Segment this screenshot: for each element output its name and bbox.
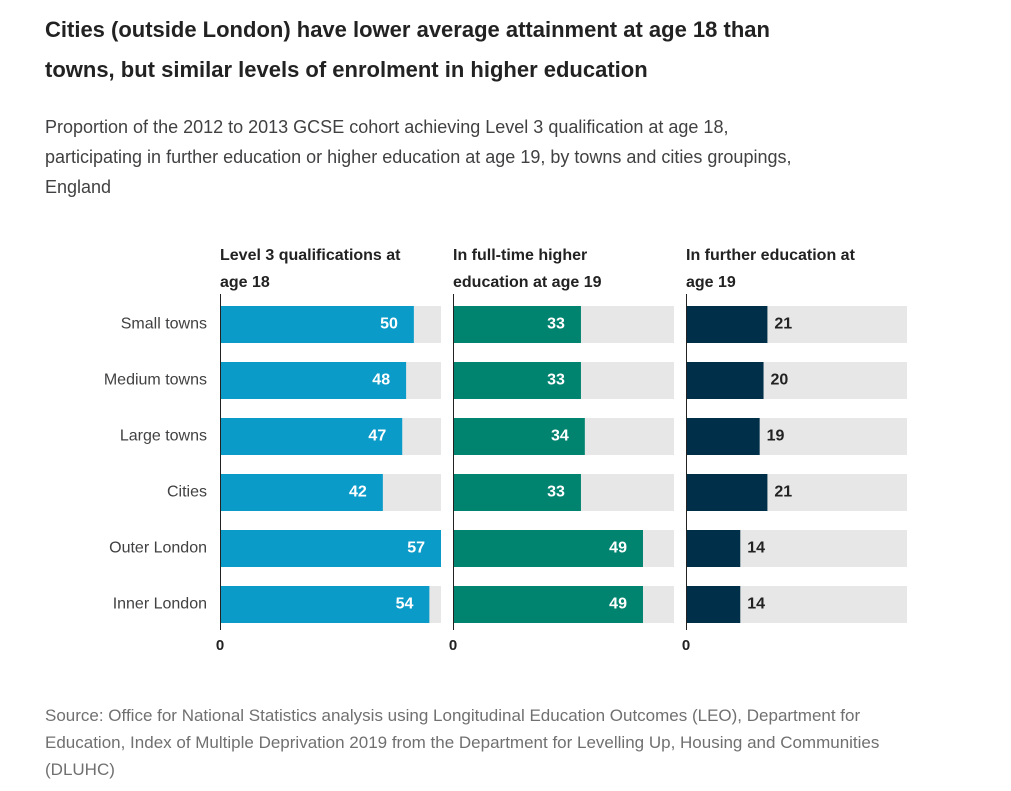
- chart-title: Cities (outside London) have lower avera…: [45, 17, 770, 82]
- data-label: 33: [547, 484, 565, 501]
- bar: [686, 362, 764, 399]
- category-label: Inner London: [113, 596, 207, 613]
- data-label: 42: [349, 484, 367, 501]
- bar: [220, 586, 430, 623]
- data-label: 19: [767, 428, 785, 445]
- bar: [453, 362, 581, 399]
- data-label: 54: [396, 596, 414, 613]
- data-label: 48: [372, 372, 390, 389]
- category-label: Cities: [167, 484, 207, 501]
- data-label: 14: [747, 596, 765, 613]
- bar: [220, 362, 407, 399]
- category-label: Outer London: [109, 540, 207, 557]
- data-label: 34: [551, 428, 569, 445]
- panel-title: Level 3 qualifications at age 18: [220, 247, 401, 291]
- data-label: 57: [407, 540, 425, 557]
- data-label: 20: [771, 372, 789, 389]
- bar: [220, 474, 383, 511]
- category-label: Large towns: [120, 428, 207, 445]
- bar: [220, 306, 414, 343]
- bar: [453, 586, 643, 623]
- chart-subtitle: Proportion of the 2012 to 2013 GCSE coho…: [45, 117, 792, 197]
- data-label: 50: [380, 316, 398, 333]
- bar: [453, 474, 581, 511]
- bar: [220, 530, 441, 567]
- data-label: 33: [547, 372, 565, 389]
- data-label: 21: [774, 316, 792, 333]
- data-label: 14: [747, 540, 765, 557]
- bar: [686, 474, 768, 511]
- data-label: 33: [547, 316, 565, 333]
- panel-title: In full-time higher education at age 19: [453, 247, 602, 291]
- bar: [453, 306, 581, 343]
- x-tick-label: 0: [216, 637, 224, 654]
- source-note: Source: Office for National Statistics a…: [45, 706, 880, 779]
- x-tick-label: 0: [682, 637, 690, 654]
- bar: [686, 530, 741, 567]
- x-tick-label: 0: [449, 637, 457, 654]
- small-multiple-bar-chart: Small towns Medium towns Large towns Cities…: [104, 247, 907, 654]
- bar: [686, 418, 760, 455]
- data-label: 21: [774, 484, 792, 501]
- category-label: Medium towns: [104, 372, 207, 389]
- data-label: 49: [609, 540, 627, 557]
- bar: [220, 418, 403, 455]
- bar: [686, 306, 768, 343]
- bar: [453, 530, 643, 567]
- data-label: 49: [609, 596, 627, 613]
- bar: [453, 418, 585, 455]
- bar: [686, 586, 741, 623]
- category-label: Small towns: [121, 316, 207, 333]
- data-label: 47: [368, 428, 386, 445]
- panel-title: In further education at age 19: [686, 247, 856, 291]
